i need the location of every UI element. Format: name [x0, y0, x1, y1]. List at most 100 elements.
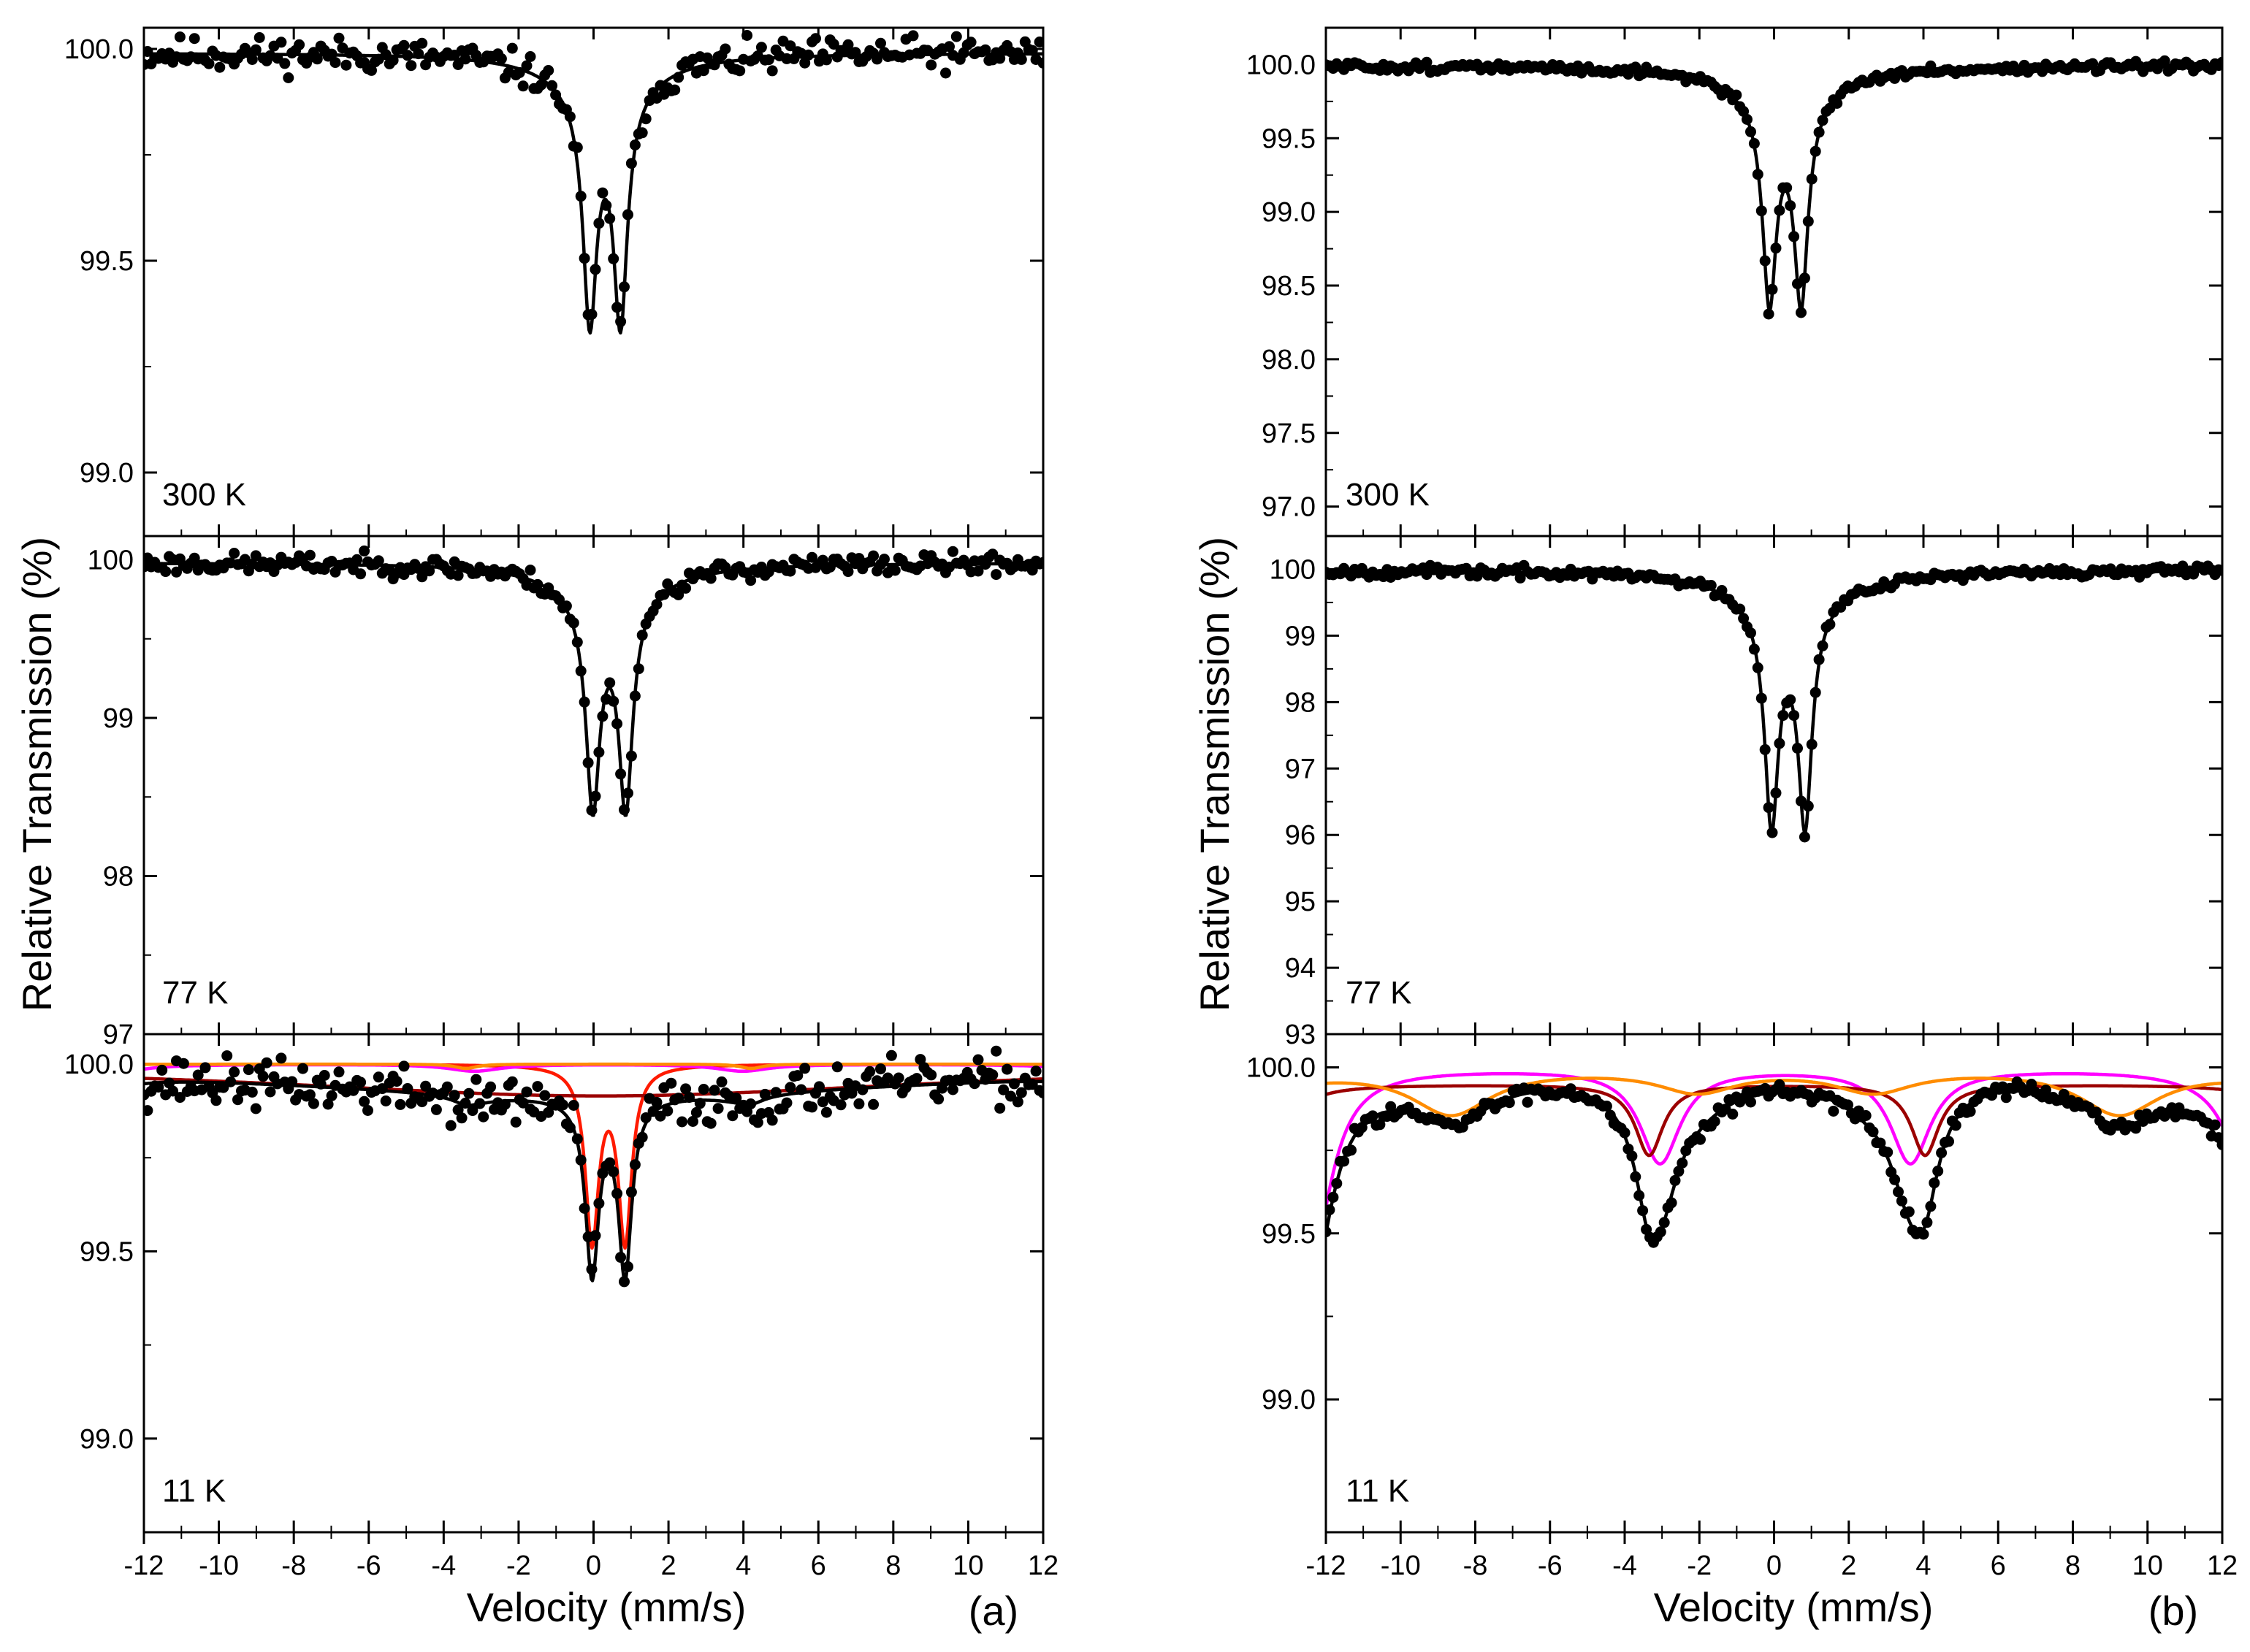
- x-tick-label: -8: [1463, 1550, 1488, 1581]
- panel-a: Relative Transmission (%) Velocity (mm/s…: [14, 26, 1059, 1634]
- data-point: [452, 570, 464, 581]
- total-fit-curve: [1326, 569, 2222, 835]
- data-point: [532, 1081, 544, 1093]
- subplot-frame: [142, 535, 1045, 1036]
- data-point: [521, 1086, 533, 1098]
- data-point: [950, 31, 962, 42]
- data-point: [716, 1076, 728, 1087]
- data-point: [355, 568, 367, 580]
- y-tick-label: 97: [103, 1020, 134, 1050]
- data-point: [741, 30, 753, 41]
- data-point: [416, 571, 428, 583]
- data-point: [264, 1086, 276, 1098]
- data-point: [441, 1081, 453, 1093]
- data-point: [495, 53, 507, 64]
- data-point: [174, 1092, 186, 1104]
- data-point: [940, 67, 951, 79]
- data-point: [463, 1087, 475, 1099]
- data-point: [322, 1098, 334, 1110]
- data-point: [2159, 55, 2170, 66]
- x-tick-label: 6: [811, 1550, 826, 1581]
- data-point: [1514, 572, 1526, 584]
- data-point: [820, 1106, 832, 1118]
- data-point: [351, 554, 363, 565]
- data-point: [965, 37, 977, 48]
- data-point: [398, 39, 410, 51]
- data-point: [785, 1082, 796, 1093]
- data-point: [1037, 1087, 1043, 1098]
- data-point: [297, 1063, 308, 1074]
- component-curve-sextet-2: [144, 1062, 1043, 1071]
- data-point: [506, 1076, 518, 1087]
- x-tick-label: 2: [661, 1550, 676, 1581]
- data-point: [926, 1069, 937, 1081]
- data-point: [362, 1105, 373, 1116]
- data-point: [178, 1058, 189, 1069]
- data-point: [467, 1105, 478, 1117]
- data-point: [416, 37, 428, 49]
- data-point: [853, 1098, 865, 1109]
- data-point: [676, 1116, 688, 1128]
- y-tick-label: 99.0: [80, 458, 134, 489]
- plot-area: [144, 30, 1043, 335]
- data-point: [525, 51, 536, 62]
- data-point: [842, 566, 854, 578]
- data-point: [380, 1095, 392, 1106]
- data-point: [171, 566, 182, 578]
- temperature-label: 77 K: [1346, 975, 1412, 1011]
- x-tick-label: 0: [586, 1550, 601, 1581]
- data-point: [947, 546, 958, 557]
- data-point: [1799, 831, 1810, 843]
- data-point: [203, 58, 215, 69]
- data-point: [709, 1085, 720, 1096]
- subplot-77k: 93 94 95 96 97 98 99 100 77 K: [1270, 535, 2224, 1050]
- total-fit-curve: [144, 1079, 1043, 1282]
- y-tick-label: 96: [1285, 820, 1316, 851]
- x-tick-label: -10: [1381, 1550, 1421, 1581]
- data-point: [543, 65, 554, 76]
- data-point: [192, 1069, 204, 1081]
- subplot-frame: [142, 1033, 1045, 1534]
- data-point: [835, 1099, 847, 1111]
- y-tick-label: 99.5: [80, 1236, 134, 1267]
- data-point: [333, 32, 345, 44]
- x-tick-label: 8: [885, 1550, 901, 1581]
- y-tick-label: 97: [1285, 754, 1316, 784]
- data-point: [831, 1061, 843, 1073]
- data-point: [1015, 53, 1027, 65]
- data-point: [539, 1090, 551, 1101]
- data-point: [680, 1083, 692, 1095]
- data-point: [705, 1117, 717, 1129]
- x-tick-label: 8: [2065, 1550, 2081, 1581]
- data-point: [445, 1120, 457, 1131]
- data-point: [842, 39, 854, 50]
- data-point: [1385, 1101, 1397, 1112]
- data-point: [972, 565, 984, 577]
- data-point: [712, 1103, 724, 1114]
- y-tick-label: 95: [1285, 887, 1316, 917]
- data-point: [144, 1105, 153, 1117]
- y-tick-label: 100: [88, 545, 134, 575]
- data-point: [893, 1072, 904, 1084]
- data-point: [160, 566, 172, 578]
- data-point: [879, 554, 890, 565]
- x-tick-label: -2: [1687, 1550, 1712, 1581]
- data-point: [1763, 308, 1774, 320]
- data-point: [521, 60, 533, 72]
- data-point: [915, 1054, 926, 1066]
- x-tick-label: -4: [431, 1550, 456, 1581]
- y-tick-label: 100.0: [64, 1049, 134, 1080]
- x-tick-label: -10: [199, 1550, 239, 1581]
- y-tick-label: 100.0: [64, 34, 134, 65]
- x-tick-label: 4: [1915, 1550, 1931, 1581]
- temperature-label: 300 K: [162, 477, 246, 513]
- y-tick-label: 100.0: [1246, 50, 1316, 80]
- data-point: [246, 54, 258, 65]
- ylabel-b: Relative Transmission (%): [1191, 537, 1238, 1012]
- data-point: [1002, 1063, 1013, 1075]
- subplot-300k: 97.0 97.5 98.0 98.5 99.0 99.5 100.0 300 K: [1246, 26, 2224, 538]
- data-point: [690, 1106, 702, 1118]
- data-point: [597, 187, 609, 199]
- data-point: [731, 1093, 742, 1104]
